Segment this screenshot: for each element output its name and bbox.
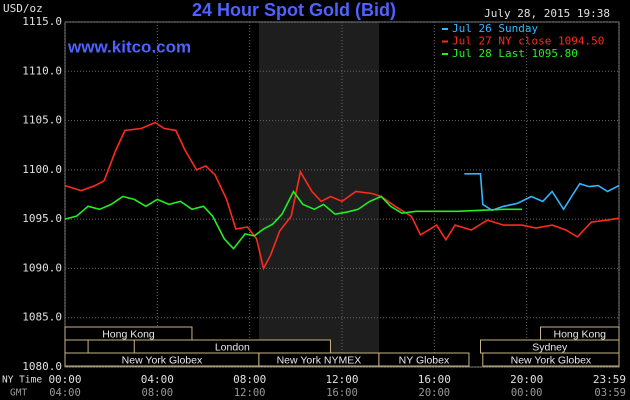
x-tick-label: 16:00 [418,373,451,386]
x2-axis-label: GMT [10,388,27,399]
session-label: NY Globex [399,354,450,366]
site-label: www.kitco.com [67,37,191,56]
x-axis-label: NY Time [2,375,42,386]
session-box [482,352,620,367]
session-label: Sydney [532,341,568,353]
chart-title: 24 Hour Spot Gold (Bid) [192,0,396,20]
series-line [64,189,522,250]
x2-tick-label: 16:00 [326,387,358,399]
x-tick-label: 04:00 [141,373,174,386]
x-tick-label: 23:59 [593,373,626,386]
y-tick-label: 1100.0 [22,163,62,176]
session-label: New York NYMEX [277,354,362,366]
plot-area [64,21,620,368]
timestamp: July 28, 2015 19:38 [484,7,610,20]
session-label: London [215,341,250,353]
x2-tick-label: 20:00 [419,387,451,399]
x-tick-label: 00:00 [48,373,81,386]
y-tick-label: 1090.0 [22,261,62,274]
series-line [64,121,620,271]
x-tick-label: 08:00 [233,373,266,386]
session-box [64,326,193,341]
series-line [464,173,620,212]
y-axis-label: USD/oz [3,2,43,15]
session-box [378,352,470,367]
session-label: Hong Kong [102,328,155,340]
legend-label: Jul 26 Sunday [452,22,538,35]
x-tick-label: 20:00 [510,373,543,386]
session-box [64,339,89,354]
x2-tick-label: 03:59 [594,387,626,399]
y-tick-label: 1095.0 [22,212,62,225]
y-tick-label: 1110.0 [22,64,62,77]
legend-label: Jul 28 Last 1095.80 [452,47,578,60]
session-label: New York Globex [122,354,203,366]
session-label: Hong Kong [553,328,606,340]
x2-tick-label: 12:00 [234,387,266,399]
x2-tick-label: 08:00 [142,387,174,399]
y-tick-label: 1115.0 [22,15,62,28]
x-tick-label: 12:00 [325,373,358,386]
x2-tick-label: 04:00 [49,387,81,399]
legend-label: Jul 27 NY close 1094.50 [452,35,604,48]
y-tick-label: 1105.0 [22,114,62,127]
shaded-session [258,22,379,367]
y-tick-label: 1085.0 [22,311,62,324]
y-tick-label: 1080.0 [22,360,62,373]
session-label: New York Globex [511,354,592,366]
x2-tick-label: 00:00 [511,387,543,399]
